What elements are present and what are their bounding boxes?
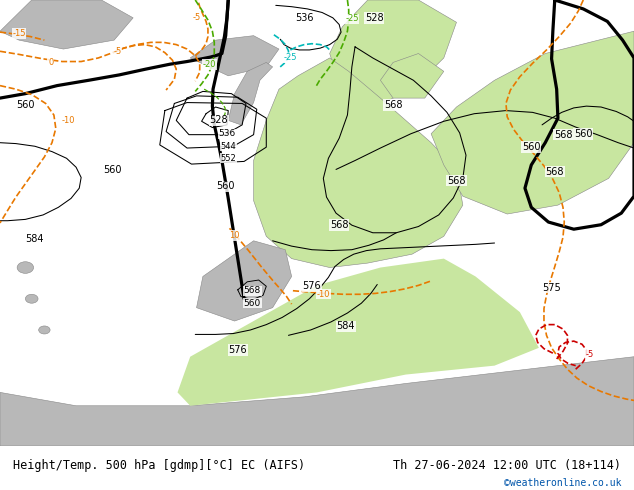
Text: 576: 576 xyxy=(302,281,321,291)
Circle shape xyxy=(17,262,34,273)
Text: -20: -20 xyxy=(202,60,216,69)
Text: 575: 575 xyxy=(542,283,561,293)
Text: ©weatheronline.co.uk: ©weatheronline.co.uk xyxy=(504,478,621,489)
Text: 560: 560 xyxy=(574,129,593,139)
Text: 584: 584 xyxy=(336,321,355,331)
Text: 568: 568 xyxy=(384,100,403,110)
Polygon shape xyxy=(190,36,279,76)
Text: 584: 584 xyxy=(25,234,44,244)
Circle shape xyxy=(25,294,38,303)
Text: 552: 552 xyxy=(221,154,236,163)
Text: 528: 528 xyxy=(209,115,228,125)
Text: Th 27-06-2024 12:00 UTC (18+114): Th 27-06-2024 12:00 UTC (18+114) xyxy=(393,459,621,472)
Text: 536: 536 xyxy=(295,13,314,23)
Polygon shape xyxy=(0,357,634,446)
Text: -25: -25 xyxy=(345,14,359,23)
Polygon shape xyxy=(228,62,273,125)
Text: 568: 568 xyxy=(447,175,466,186)
Text: -25: -25 xyxy=(283,53,297,62)
Text: -10: -10 xyxy=(61,116,75,125)
Text: 536: 536 xyxy=(218,129,236,138)
Text: 560: 560 xyxy=(522,142,541,152)
Text: 528: 528 xyxy=(365,13,384,23)
Text: 576: 576 xyxy=(228,345,247,355)
Polygon shape xyxy=(178,259,539,406)
Text: 560: 560 xyxy=(216,181,235,192)
Text: 568: 568 xyxy=(553,130,573,140)
Text: 568: 568 xyxy=(545,167,564,177)
Polygon shape xyxy=(197,241,292,321)
Text: 544: 544 xyxy=(221,142,236,151)
Text: 10: 10 xyxy=(230,231,240,240)
Text: 560: 560 xyxy=(243,299,261,308)
Text: -15: -15 xyxy=(12,29,26,38)
Text: 568: 568 xyxy=(243,286,261,295)
Text: -5: -5 xyxy=(585,350,594,359)
Polygon shape xyxy=(254,58,463,268)
Text: Height/Temp. 500 hPa [gdmp][°C] EC (AIFS): Height/Temp. 500 hPa [gdmp][°C] EC (AIFS… xyxy=(13,459,305,472)
Text: -5: -5 xyxy=(113,47,122,56)
Text: -10: -10 xyxy=(316,290,330,299)
Polygon shape xyxy=(380,53,444,98)
Polygon shape xyxy=(0,0,133,49)
Text: -5: -5 xyxy=(192,13,201,23)
Polygon shape xyxy=(431,31,634,214)
Circle shape xyxy=(39,326,50,334)
Text: 568: 568 xyxy=(330,220,349,230)
Polygon shape xyxy=(330,0,456,107)
Text: 560: 560 xyxy=(16,100,35,110)
Text: 0: 0 xyxy=(48,58,53,67)
Text: 560: 560 xyxy=(103,165,122,175)
